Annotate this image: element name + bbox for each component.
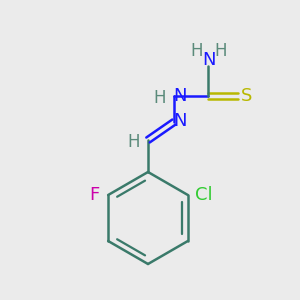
Text: S: S: [241, 87, 253, 105]
Text: H: H: [128, 133, 140, 151]
Text: Cl: Cl: [195, 186, 213, 204]
Text: H: H: [191, 42, 203, 60]
Text: N: N: [173, 112, 187, 130]
Text: H: H: [215, 42, 227, 60]
Text: H: H: [154, 89, 166, 107]
Text: F: F: [89, 186, 99, 204]
Text: N: N: [173, 87, 187, 105]
Text: N: N: [202, 51, 216, 69]
